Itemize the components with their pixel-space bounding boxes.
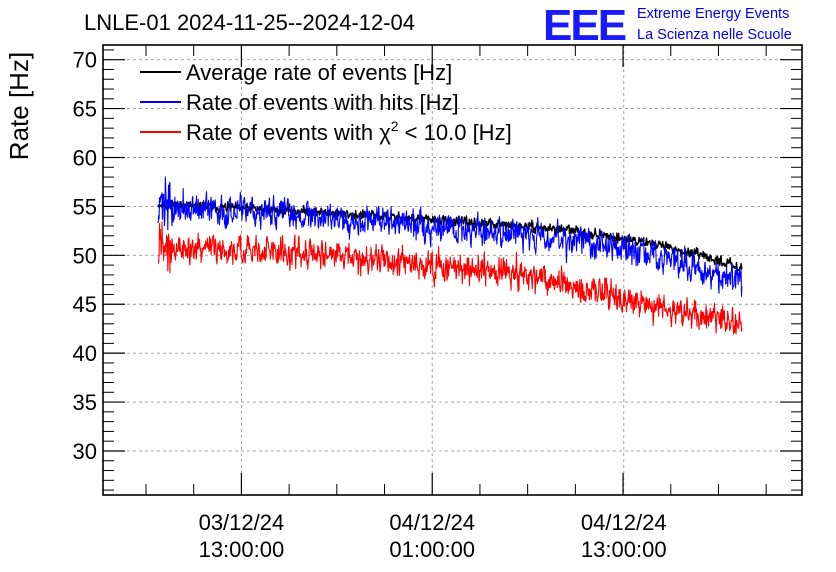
- y-tick-label: 65: [73, 97, 97, 122]
- x-tick-label-date: 04/12/24: [581, 510, 667, 535]
- y-tick-label: 55: [73, 194, 97, 219]
- y-tick-label: 45: [73, 292, 97, 317]
- plot-frame: [102, 44, 803, 496]
- y-tick-label: 40: [73, 341, 97, 366]
- y-axis-label: Rate [Hz]: [4, 52, 34, 160]
- y-tick-label: 30: [73, 439, 97, 464]
- legend-label-chi2: Rate of events with χ2 < 10.0 [Hz]: [186, 118, 512, 145]
- series-layer: [157, 176, 743, 335]
- y-tick-label: 35: [73, 390, 97, 415]
- eee-logo-line2: La Scienza nelle Scuole: [637, 27, 792, 43]
- y-tick-label: 50: [73, 243, 97, 268]
- x-tick-label-date: 04/12/24: [389, 510, 475, 535]
- legend-label-hits: Rate of events with hits [Hz]: [186, 90, 459, 115]
- chart-title: LNLE-01 2024-11-25--2024-12-04: [84, 10, 415, 35]
- y-tick-labels: 30 35 40 45 50 55 60 65 70: [73, 48, 97, 464]
- series-line-hits: [157, 176, 743, 297]
- x-tick-labels: 03/12/2413:00:0004/12/2401:00:0004/12/24…: [199, 510, 667, 562]
- grid-lines: [103, 45, 802, 495]
- legend-label-average: Average rate of events [Hz]: [186, 60, 452, 85]
- x-tick-label-date: 03/12/24: [199, 510, 285, 535]
- x-tick-label-time: 13:00:00: [581, 537, 667, 562]
- x-tick-label-time: 01:00:00: [389, 537, 475, 562]
- eee-logo-mark: EEE: [543, 1, 626, 50]
- series-line-chi2: [157, 221, 743, 335]
- axis-ticks: [103, 45, 802, 495]
- y-tick-label: 70: [73, 48, 97, 73]
- legend: Average rate of events [Hz] Rate of event…: [140, 60, 512, 145]
- x-tick-label-time: 13:00:00: [199, 537, 285, 562]
- eee-logo: EEE Extreme Energy Events La Scienza nel…: [543, 1, 792, 50]
- eee-logo-line1: Extreme Energy Events: [637, 6, 789, 22]
- y-tick-label: 60: [73, 146, 97, 171]
